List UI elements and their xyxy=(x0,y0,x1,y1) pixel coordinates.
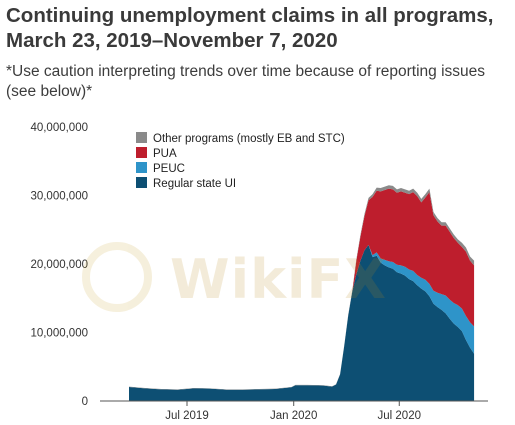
axes-group: 0 10,000,000 20,000,000 30,000,000 40,000,00… xyxy=(30,122,488,422)
y-tick-label: 10,000,000 xyxy=(30,328,88,340)
legend: Other programs (mostly EB and STC) PUA PEU… xyxy=(136,132,345,190)
legend-swatch xyxy=(136,132,147,143)
legend-swatch xyxy=(136,162,147,173)
y-tick-label: 0 xyxy=(82,396,88,408)
chart-title: Continuing unemployment claims in all pr… xyxy=(6,4,494,52)
area-pua xyxy=(129,188,475,390)
legend-swatch xyxy=(136,147,147,158)
legend-label: Regular state UI xyxy=(153,178,236,190)
area-series-group xyxy=(129,185,475,401)
x-tick-label: Jul 2019 xyxy=(165,410,208,422)
legend-label: Other programs (mostly EB and STC) xyxy=(153,133,345,145)
legend-swatch xyxy=(136,177,147,188)
x-tick-label: Jul 2020 xyxy=(378,410,421,422)
chart-subtitle: *Use caution interpreting trends over ti… xyxy=(6,63,486,100)
x-tick-label: Jan 2020 xyxy=(270,410,317,422)
y-tick-label: 30,000,000 xyxy=(30,191,88,203)
stacked-area-chart: 0 10,000,000 20,000,000 30,000,000 40,000,00… xyxy=(30,122,488,422)
y-tick-label: 20,000,000 xyxy=(30,259,88,271)
y-tick-label: 40,000,000 xyxy=(30,122,88,134)
legend-label: PUA xyxy=(153,148,177,160)
area-regular-state-ui xyxy=(129,244,475,401)
legend-label: PEUC xyxy=(153,163,185,175)
